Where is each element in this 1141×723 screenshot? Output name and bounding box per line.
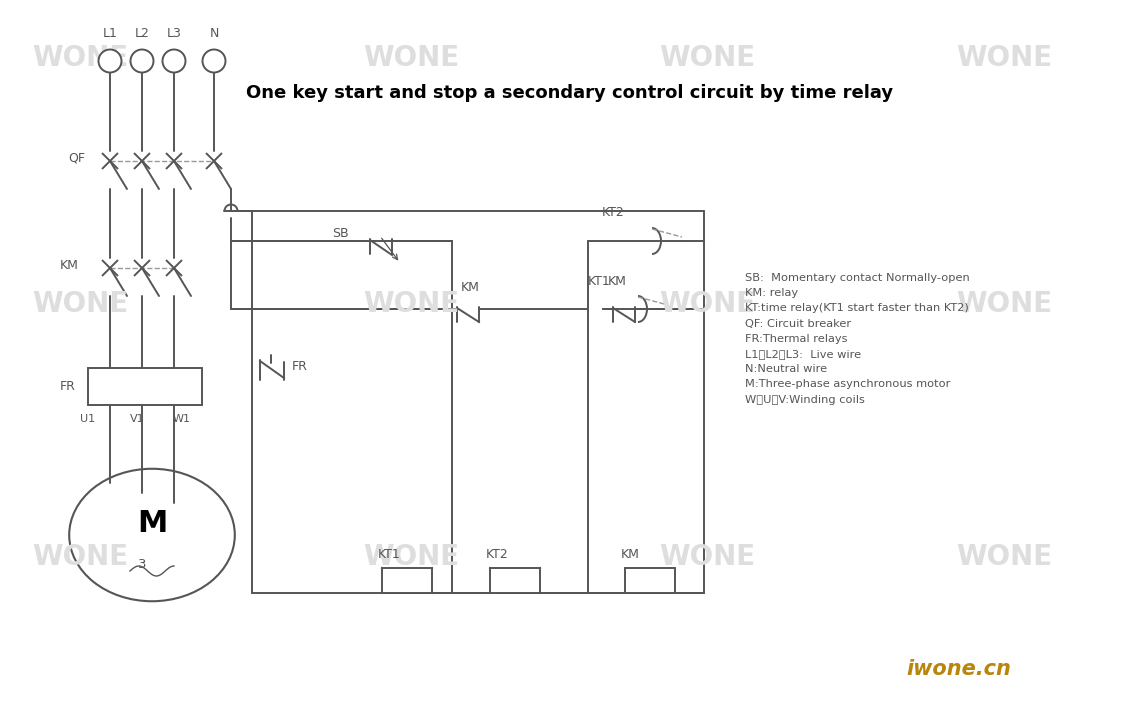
Text: WONE: WONE [956, 290, 1052, 317]
Bar [625, 568, 675, 593]
Text: KT1: KT1 [588, 275, 610, 288]
Text: L1: L1 [103, 27, 118, 40]
Text: L3: L3 [167, 27, 181, 40]
Circle shape [202, 49, 226, 72]
Text: WONE: WONE [32, 290, 128, 317]
Text: WONE: WONE [32, 543, 128, 570]
Text: KM: KM [621, 549, 640, 562]
Text: SB:  Momentary contact Normally-open
KM: relay
KT:time relay(KT1 start faster th: SB: Momentary contact Normally-open KM: … [745, 273, 970, 405]
Bar [382, 568, 432, 593]
Text: SB: SB [332, 226, 349, 239]
Text: WONE: WONE [659, 290, 755, 317]
Text: KT2: KT2 [602, 207, 625, 220]
Text: WONE: WONE [363, 290, 459, 317]
Text: FR: FR [292, 359, 308, 372]
Text: iwone.cn: iwone.cn [906, 659, 1011, 679]
Text: KM: KM [608, 275, 626, 288]
Text: WONE: WONE [659, 543, 755, 570]
Circle shape [98, 49, 121, 72]
Text: KM: KM [461, 281, 480, 294]
Text: QF: QF [68, 152, 84, 165]
Text: FR: FR [60, 380, 75, 393]
Text: M: M [137, 508, 168, 537]
Text: U1: U1 [80, 414, 95, 424]
Text: WONE: WONE [363, 543, 459, 570]
Text: KT2: KT2 [486, 549, 509, 562]
Text: One key start and stop a secondary control circuit by time relay: One key start and stop a secondary contr… [246, 84, 893, 102]
Text: L2: L2 [135, 27, 149, 40]
Text: 3: 3 [138, 558, 146, 571]
Text: WONE: WONE [659, 44, 755, 72]
Text: KT1: KT1 [378, 549, 400, 562]
Text: KM: KM [60, 259, 79, 272]
Bar [88, 368, 202, 405]
Ellipse shape [70, 469, 235, 602]
Text: WONE: WONE [32, 44, 128, 72]
Text: WONE: WONE [363, 44, 459, 72]
Text: N: N [209, 27, 219, 40]
Bar [489, 568, 540, 593]
Text: W1: W1 [173, 414, 191, 424]
Circle shape [162, 49, 186, 72]
Text: WONE: WONE [956, 543, 1052, 570]
Text: V1: V1 [130, 414, 145, 424]
Circle shape [130, 49, 154, 72]
Text: WONE: WONE [956, 44, 1052, 72]
